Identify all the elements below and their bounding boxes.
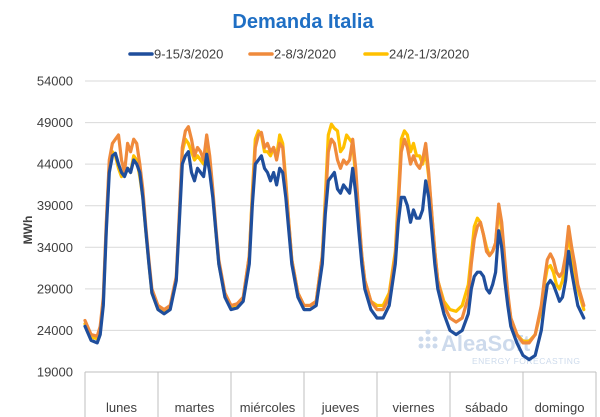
y-tick-label: 19000 bbox=[37, 365, 73, 380]
x-tick-label: lunes bbox=[106, 400, 138, 415]
legend: 9-15/3/2020 2-8/3/2020 24/2-1/3/2020 bbox=[128, 47, 469, 62]
x-tick-label: domingo bbox=[535, 400, 585, 415]
watermark: AleaSoft ENERGY FORECASTING bbox=[418, 329, 581, 366]
y-tick-label: 54000 bbox=[37, 74, 73, 89]
series-lines bbox=[83, 122, 586, 362]
y-axis-ticks: 19000 24000 29000 34000 39000 44000 49000 54000 bbox=[37, 74, 73, 380]
x-tick-label: viernes bbox=[393, 400, 435, 415]
x-tick-label: jueves bbox=[321, 400, 360, 415]
x-tick-label: martes bbox=[175, 400, 215, 415]
y-tick-label: 34000 bbox=[37, 240, 73, 255]
series-line bbox=[83, 150, 586, 362]
y-tick-label: 39000 bbox=[37, 198, 73, 213]
watermark-tagline: ENERGY FORECASTING bbox=[472, 356, 581, 366]
x-tick-label: miércoles bbox=[240, 400, 296, 415]
y-tick-label: 24000 bbox=[37, 323, 73, 338]
legend-label: 9-15/3/2020 bbox=[154, 47, 223, 62]
y-tick-label: 29000 bbox=[37, 281, 73, 296]
y-tick-label: 49000 bbox=[37, 115, 73, 130]
legend-label: 2-8/3/2020 bbox=[274, 47, 336, 62]
aleasoft-logo-icon bbox=[418, 329, 438, 349]
y-tick-label: 44000 bbox=[37, 157, 73, 172]
x-tick-label: sábado bbox=[465, 400, 508, 415]
legend-label: 24/2-1/3/2020 bbox=[389, 47, 469, 62]
x-axis-ticks: lunes martes miércoles jueves viernes sábado d… bbox=[84, 372, 597, 417]
series-line bbox=[83, 125, 586, 345]
gridlines bbox=[85, 80, 596, 331]
y-axis-label: MWh bbox=[21, 216, 35, 245]
chart-title: Demanda Italia bbox=[232, 11, 374, 33]
